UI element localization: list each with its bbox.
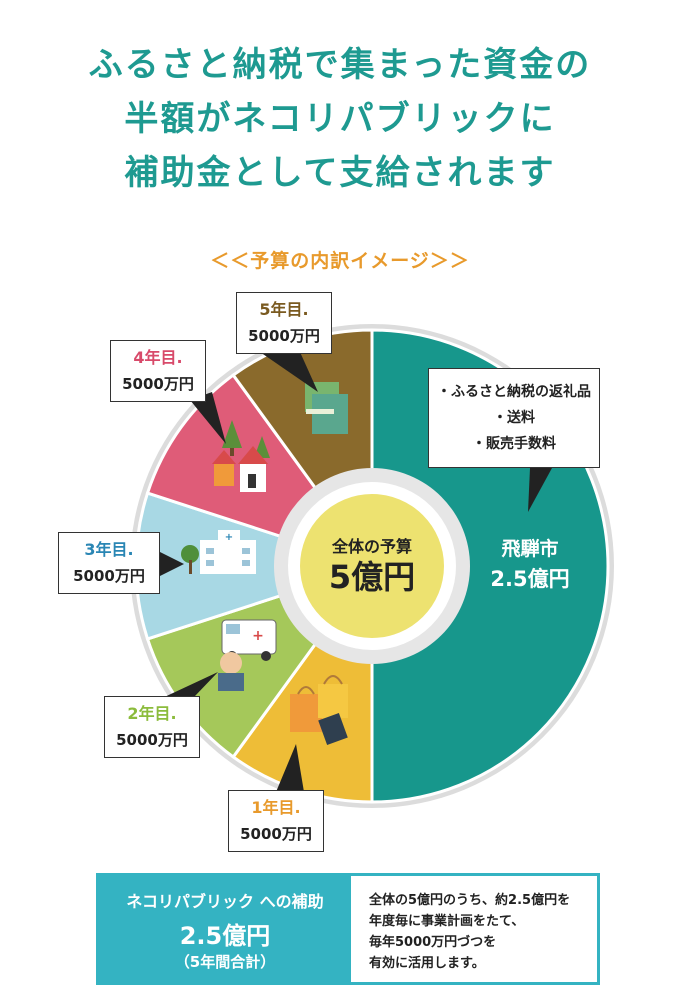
year5-label: 5年目. xyxy=(259,300,309,319)
subsidy-note: （5年間合計） xyxy=(174,953,276,971)
subsidy-amount: 2.5億円 xyxy=(179,922,271,950)
year5-pointer xyxy=(260,352,318,392)
year1-pointer xyxy=(276,744,304,792)
center-value: 5億円 xyxy=(329,558,415,596)
year3-pointer xyxy=(160,552,184,576)
description-line: 毎年5000万円づつを xyxy=(369,935,497,950)
ambulance-doctor-icon: + xyxy=(218,619,277,691)
subsidy-panel: ネコリパブリック への補助 2.5億円 （5年間合計） 全体の5億円のうち、約2… xyxy=(96,873,600,985)
hida-amount: 2.5億円 xyxy=(490,567,569,591)
year1-amount: 5000万円 xyxy=(240,825,312,843)
center-label: 全体の予算 xyxy=(331,537,412,556)
year5-amount: 5000万円 xyxy=(248,327,320,345)
description-line: 有効に活用します。 xyxy=(369,956,485,971)
year3-callout: 3年目. 5000万円 xyxy=(58,532,160,594)
year4-amount: 5000万円 xyxy=(122,375,194,393)
svg-text:+: + xyxy=(225,532,233,543)
year4-label: 4年目. xyxy=(133,348,183,367)
year1-label: 1年目. xyxy=(251,798,301,817)
svg-text:+: + xyxy=(252,628,264,644)
year3-amount: 5000万円 xyxy=(73,567,145,585)
year2-amount: 5000万円 xyxy=(116,731,188,749)
hida-notes-callout: ・ふるさと納税の返礼品 ・送料 ・販売手数料 xyxy=(428,368,600,468)
year4-callout: 4年目. 5000万円 xyxy=(110,340,206,402)
year3-label: 3年目. xyxy=(84,540,134,559)
year4-pointer xyxy=(190,392,226,444)
headline-line-2: 半額がネコリパブリックに xyxy=(124,99,556,139)
description-line: 全体の5億円のうち、約2.5億円を xyxy=(369,893,571,908)
breakdown-subtitle: ＜＜予算の内訳イメージ＞＞ xyxy=(210,250,470,272)
headline-line-1: ふるさと納税で集まった資金の xyxy=(88,45,592,85)
hospital-icon: + xyxy=(181,530,256,574)
books-icon xyxy=(305,382,348,434)
center-disc xyxy=(300,494,444,638)
hida-name: 飛騨市 xyxy=(501,537,558,560)
headline-line-3: 補助金として支給されます xyxy=(124,153,556,193)
subsidy-description: 全体の5億円のうち、約2.5億円を 年度毎に事業計画をたて、 毎年5000万円づ… xyxy=(369,890,599,974)
year5-callout: 5年目. 5000万円 xyxy=(236,292,332,354)
houses-icon xyxy=(212,420,270,492)
description-line: 年度毎に事業計画をたて、 xyxy=(369,914,525,929)
hida-note: ・ふるさと納税の返礼品 xyxy=(437,384,591,400)
year2-callout: 2年目. 5000万円 xyxy=(104,696,200,758)
year2-label: 2年目. xyxy=(127,704,177,723)
subsidy-summary: ネコリパブリック への補助 2.5億円 （5年間合計） xyxy=(99,876,351,982)
hida-note: ・送料 xyxy=(493,410,535,426)
shopping-bags-icon xyxy=(290,675,348,745)
notes-pointer xyxy=(528,468,552,512)
headline: ふるさと納税で集まった資金の 半額がネコリパブリックに 補助金として支給されます xyxy=(0,38,680,200)
year1-callout: 1年目. 5000万円 xyxy=(228,790,324,852)
subsidy-title: ネコリパブリック への補助 xyxy=(126,892,324,911)
hida-note: ・販売手数料 xyxy=(472,436,556,452)
